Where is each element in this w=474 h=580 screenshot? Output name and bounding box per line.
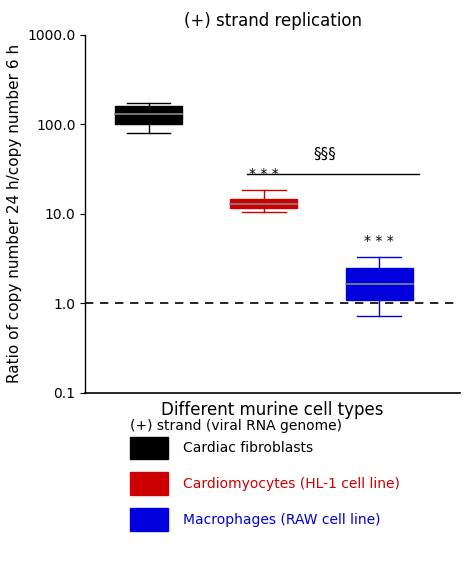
Text: * * *: * * * — [249, 167, 279, 181]
Title: (+) strand replication: (+) strand replication — [183, 12, 362, 31]
FancyBboxPatch shape — [130, 473, 168, 495]
Text: Macrophages (RAW cell line): Macrophages (RAW cell line) — [182, 513, 380, 527]
Y-axis label: Ratio of copy number 24 h/copy number 6 h: Ratio of copy number 24 h/copy number 6 … — [7, 44, 22, 383]
FancyBboxPatch shape — [130, 508, 168, 531]
Text: Cardiomyocytes (HL-1 cell line): Cardiomyocytes (HL-1 cell line) — [182, 477, 400, 491]
Text: * * *: * * * — [364, 234, 394, 248]
Text: (+) strand (viral RNA genome): (+) strand (viral RNA genome) — [130, 419, 342, 433]
X-axis label: Different murine cell types: Different murine cell types — [161, 401, 384, 419]
Text: §§§: §§§ — [313, 147, 336, 162]
Bar — [346, 267, 412, 299]
Text: Cardiac fibroblasts: Cardiac fibroblasts — [182, 441, 313, 455]
Bar — [230, 200, 297, 208]
FancyBboxPatch shape — [130, 437, 168, 459]
Bar — [115, 106, 182, 124]
